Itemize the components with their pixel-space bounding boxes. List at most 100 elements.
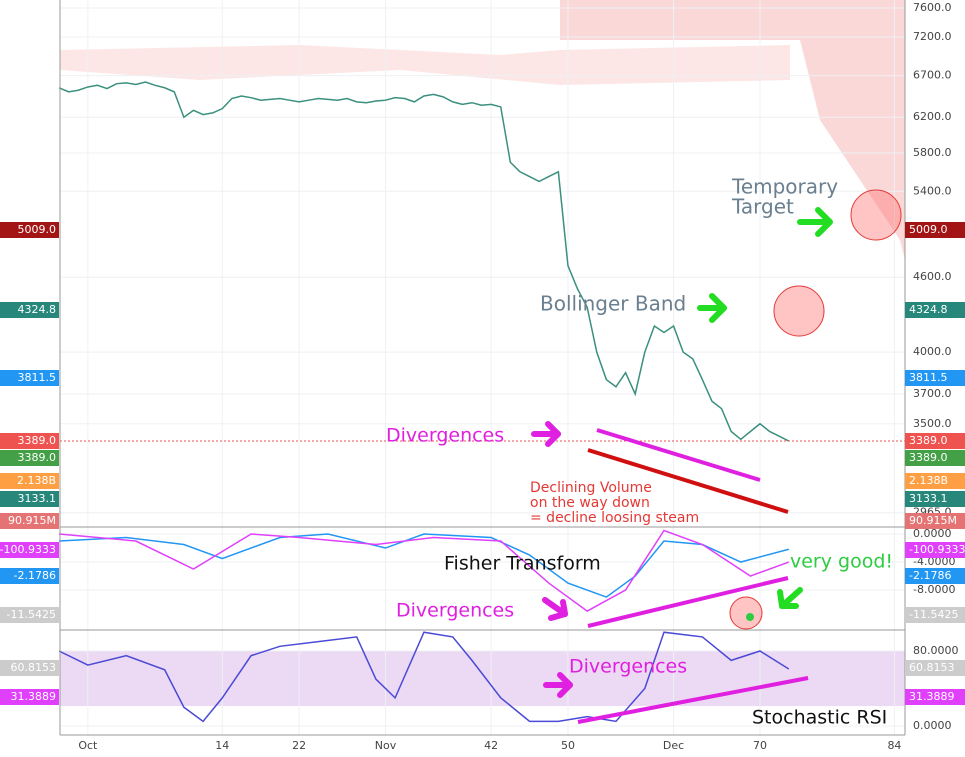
x-tick-label: 50: [561, 739, 575, 752]
target-circle: [773, 285, 825, 337]
price-badge: [905, 689, 965, 705]
arrow: [709, 293, 727, 323]
arrows: [531, 207, 833, 698]
price-badge-label: 90.915M: [909, 514, 957, 527]
cloud: [130, 0, 905, 260]
trend-line: [587, 576, 789, 628]
price-badge: [905, 302, 965, 318]
price-badge-label: 4324.8: [909, 303, 948, 316]
price-badge: [905, 222, 965, 238]
annotation: very good!: [790, 551, 893, 573]
price-badge-label: 90.915M: [8, 514, 56, 527]
price-badge: [0, 491, 59, 507]
annotation: Fisher Transform: [444, 553, 601, 575]
price-badge-label: -100.9333: [0, 543, 56, 556]
y-tick-label: 0.0000: [913, 719, 952, 732]
y-tick-label: -4.0000: [913, 555, 955, 568]
price-badge-label: 2.138B: [909, 474, 948, 487]
series-line: [58, 81, 790, 442]
y-tick-label: 4000.0: [913, 345, 952, 358]
price-badge: [0, 660, 59, 676]
price-badge-label: 3389.0: [909, 451, 948, 464]
price-badge: [905, 370, 965, 386]
dot: [746, 613, 754, 621]
y-tick-label: 5400.0: [913, 184, 952, 197]
annotation: Stochastic RSI: [752, 707, 887, 729]
price-badge-label: -2.1786: [14, 569, 56, 582]
annotation: Target: [731, 195, 794, 219]
arrow: [557, 672, 573, 698]
target-circle: [729, 596, 763, 630]
price-badge-label: 3389.0: [18, 451, 57, 464]
price-badge: [0, 222, 59, 238]
trend-line: [596, 428, 761, 482]
stoch-band: [60, 651, 905, 706]
annotation: = decline loosing steam: [530, 510, 699, 526]
price-badge: [905, 568, 965, 584]
price-badge: [905, 433, 965, 449]
price-badge: [905, 607, 965, 623]
price-badge-label: 5009.0: [909, 223, 948, 236]
y-tick-label: 3500.0: [913, 417, 952, 430]
price-badge: [0, 433, 59, 449]
y-tick-label: 5800.0: [913, 146, 952, 159]
annotation: on the way down: [530, 495, 650, 511]
y-tick-label: 3700.0: [913, 387, 952, 400]
price-badge: [0, 370, 59, 386]
price-badge-label: 3133.1: [909, 492, 948, 505]
price-badge-label: 3811.5: [909, 371, 948, 384]
price-badge: [0, 513, 59, 529]
annotation: Divergences: [396, 600, 514, 622]
arrow: [545, 421, 561, 447]
price-badge: [905, 660, 965, 676]
x-tick-label: Nov: [375, 739, 397, 752]
price-badge-label: 4324.8: [18, 303, 57, 316]
price-badge-label: 5009.0: [18, 223, 57, 236]
target-circle: [850, 189, 902, 241]
y-tick-label: -8.0000: [913, 583, 955, 596]
price-badge-label: -11.5425: [909, 608, 958, 621]
price-badge-label: 3133.1: [18, 492, 57, 505]
annotation: Temporary: [731, 175, 838, 199]
price-badge: [0, 542, 59, 558]
annotation: Declining Volume: [530, 480, 652, 496]
x-tick-label: 84: [887, 739, 901, 752]
y-tick-label: 7200.0: [913, 30, 952, 43]
x-tick-label: 14: [215, 739, 229, 752]
x-tick-label: 22: [292, 739, 306, 752]
price-badge-label: -11.5425: [7, 608, 56, 621]
y-tick-label: 6200.0: [913, 110, 952, 123]
price-badge: [0, 689, 59, 705]
price-badge: [0, 302, 59, 318]
price-badge-label: 31.3889: [11, 690, 57, 703]
arrow: [548, 599, 568, 621]
price-badge-label: 3389.0: [909, 434, 948, 447]
price-badge: [0, 607, 59, 623]
y-tick-label: 80.0000: [913, 644, 959, 657]
series-line: [59, 533, 790, 598]
x-tick-label: 70: [753, 739, 767, 752]
price-badge: [905, 513, 965, 529]
arrow: [815, 207, 833, 237]
price-badge-label: 60.8153: [909, 661, 955, 674]
y-tick-label: 4600.0: [913, 270, 952, 283]
price-badge-label: 31.3889: [909, 690, 955, 703]
series-line: [58, 529, 790, 612]
price-badge-label: -100.9333: [909, 543, 965, 556]
arrow: [777, 589, 799, 609]
price-badge-label: -2.1786: [909, 569, 951, 582]
price-badge: [905, 542, 965, 558]
price-badge: [905, 473, 965, 489]
price-badge-label: 2.138B: [17, 474, 56, 487]
price-badge: [905, 491, 965, 507]
annotation: Divergences: [386, 425, 504, 447]
y-tick-label: 0.0000: [913, 527, 952, 540]
series-line: [58, 631, 790, 723]
price-badge: [0, 450, 59, 466]
x-tick-label: Dec: [663, 739, 684, 752]
x-tick-label: Oct: [78, 739, 98, 752]
y-tick-label: 6700.0: [913, 69, 952, 82]
y-tick-label: 7600.0: [913, 1, 952, 14]
